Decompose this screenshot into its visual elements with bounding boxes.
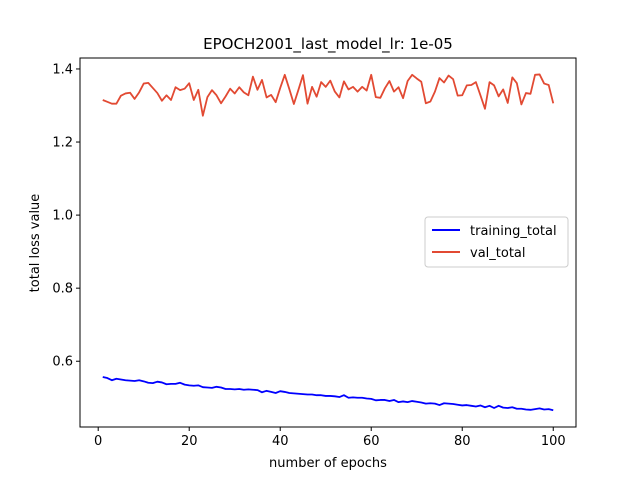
x-axis-label: number of epochs (269, 456, 387, 471)
y-tick-label: 1.0 (52, 209, 73, 224)
y-tick-label: 0.6 (52, 355, 73, 370)
legend: training_total val_total (424, 216, 569, 268)
legend-label-training-total: training_total (470, 224, 557, 239)
x-tick-label: 80 (454, 434, 471, 449)
y-tick-label: 0.8 (52, 282, 73, 297)
y-tick-label: 1.2 (52, 136, 73, 151)
x-tick-label: 40 (272, 434, 289, 449)
series-line-training-total (102, 376, 554, 412)
x-axis-ticks: 0 20 40 60 80 100 (94, 427, 566, 449)
y-tick-label: 1.4 (52, 62, 73, 77)
x-tick-label: 100 (541, 434, 566, 449)
y-axis-label: total loss value (28, 194, 43, 293)
x-tick-label: 60 (363, 434, 380, 449)
series-line-val-total (102, 73, 555, 117)
plot-area: 0 20 40 60 80 100 0.6 0.8 1.0 1.2 1.4 (52, 57, 577, 449)
y-axis-ticks: 0.6 0.8 1.0 1.2 1.4 (52, 62, 80, 370)
axes-frame (79, 57, 577, 428)
series-layer (102, 73, 555, 412)
chart-title: EPOCH2001_last_model_lr: 1e-05 (203, 35, 453, 54)
legend-box (424, 216, 569, 268)
x-tick-label: 20 (181, 434, 198, 449)
x-tick-label: 0 (94, 434, 102, 449)
legend-label-val-total: val_total (470, 246, 526, 261)
